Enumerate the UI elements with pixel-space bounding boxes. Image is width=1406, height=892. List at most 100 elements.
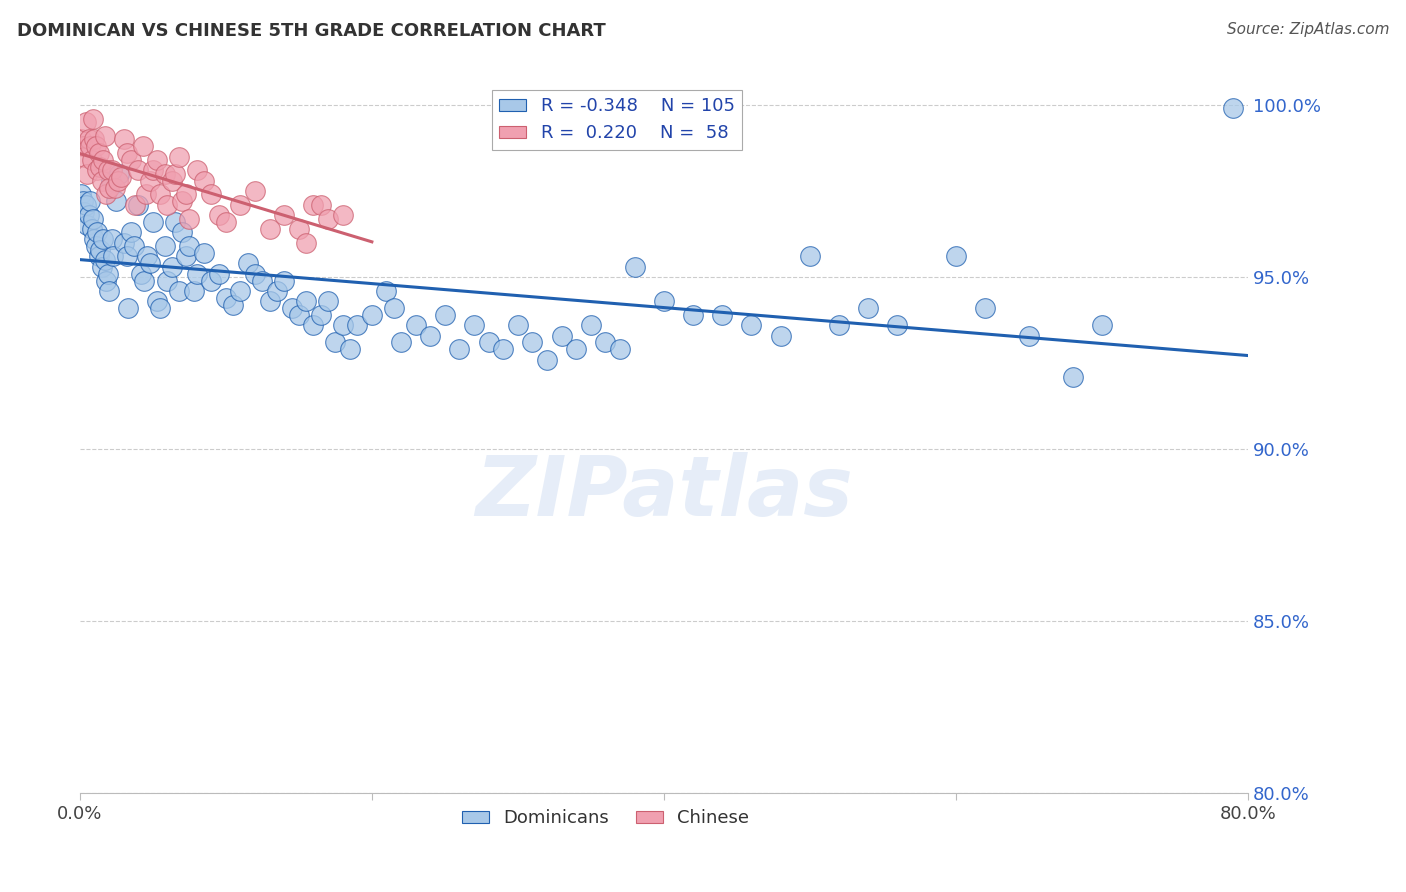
Point (75, 115, 97, 129)
Point (280, 301, 302, 315)
Point (288, 222, 311, 236)
Point (550, 328, 572, 343)
Point (84, 139, 107, 153)
Point (131, 139, 153, 153)
Point (273, 273, 295, 287)
Point (186, 163, 208, 178)
Point (332, 208, 354, 222)
Point (83, 132, 105, 146)
Point (83, 232, 105, 246)
Point (259, 294, 281, 309)
Point (243, 267, 266, 281)
Point (419, 328, 441, 343)
Point (828, 318, 851, 333)
Point (156, 198, 179, 212)
Point (153, 167, 176, 181)
Point (886, 318, 908, 333)
Point (711, 308, 734, 322)
Point (142, 163, 165, 178)
Point (136, 249, 159, 263)
Point (609, 343, 631, 357)
Point (288, 308, 311, 322)
Point (149, 187, 172, 202)
Point (536, 352, 558, 367)
Point (124, 198, 146, 212)
Point (858, 301, 880, 315)
Point (104, 180, 127, 194)
Point (103, 249, 125, 263)
Point (117, 301, 139, 315)
Point (229, 198, 252, 212)
Point (579, 318, 602, 333)
Point (98, 180, 121, 194)
Point (243, 184, 266, 198)
Point (120, 153, 142, 167)
Text: ZIPatlas: ZIPatlas (475, 452, 853, 533)
Point (506, 318, 529, 333)
Point (163, 215, 186, 229)
Point (236, 256, 259, 270)
Point (70, 132, 93, 146)
Point (522, 335, 544, 350)
Point (86, 163, 108, 178)
Point (309, 198, 332, 212)
Point (200, 273, 222, 287)
Point (1018, 328, 1040, 343)
Point (167, 150, 190, 164)
Point (974, 301, 997, 315)
Point (652, 294, 675, 309)
Point (86, 225, 108, 239)
Point (229, 284, 252, 298)
Point (1091, 318, 1114, 333)
Point (93, 252, 115, 267)
Point (179, 211, 201, 226)
Point (135, 187, 157, 202)
Point (273, 208, 295, 222)
Point (73, 204, 96, 219)
Point (346, 318, 368, 333)
Point (101, 163, 124, 178)
Point (170, 194, 193, 209)
Point (252, 273, 274, 287)
Point (82, 112, 104, 126)
Point (183, 284, 205, 298)
Point (193, 174, 215, 188)
Point (405, 318, 427, 333)
Point (160, 174, 183, 188)
Point (799, 249, 821, 263)
Point (1222, 102, 1244, 116)
Point (139, 174, 162, 188)
Legend: Dominicans, Chinese: Dominicans, Chinese (454, 802, 756, 834)
Point (84, 239, 107, 253)
Point (72, 194, 94, 209)
Point (100, 174, 122, 188)
Point (115, 249, 138, 263)
Point (215, 291, 238, 305)
Point (127, 163, 149, 178)
Point (79, 139, 101, 153)
Point (176, 187, 198, 202)
Point (87, 249, 110, 263)
Point (492, 343, 515, 357)
Point (215, 215, 238, 229)
Point (91, 232, 114, 246)
Point (360, 308, 382, 322)
Point (90, 174, 112, 188)
Point (105, 194, 128, 209)
Point (222, 297, 245, 311)
Point (259, 222, 281, 236)
Point (740, 318, 762, 333)
Point (108, 167, 131, 181)
Point (76, 167, 98, 181)
Point (146, 153, 169, 167)
Point (295, 235, 318, 250)
Point (129, 267, 152, 281)
Point (146, 294, 169, 309)
Point (316, 294, 339, 309)
Point (77, 208, 100, 222)
Point (623, 260, 645, 274)
Point (565, 343, 588, 357)
Point (266, 284, 288, 298)
Point (682, 308, 704, 322)
Point (122, 239, 145, 253)
